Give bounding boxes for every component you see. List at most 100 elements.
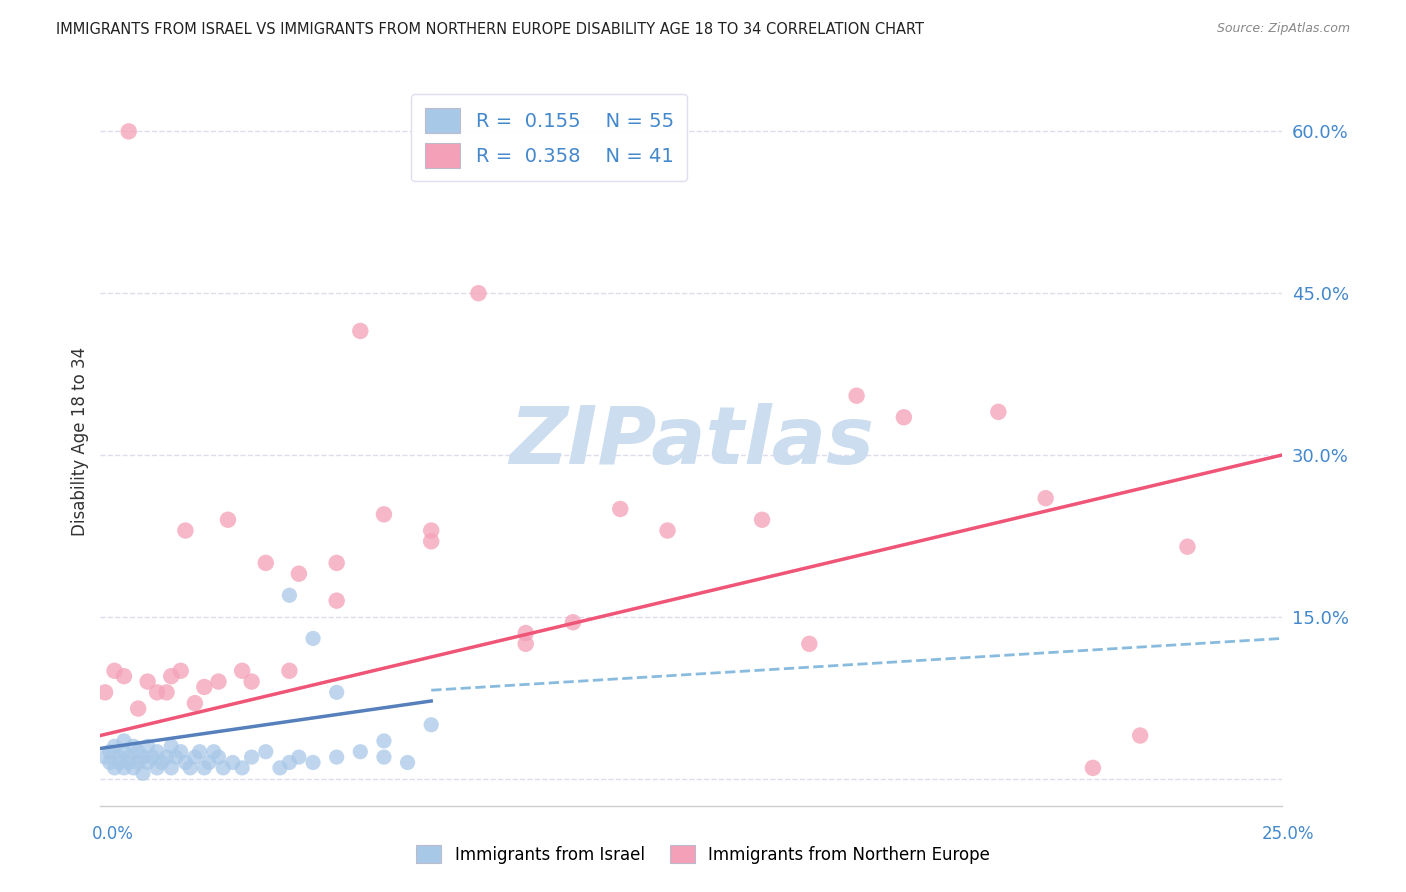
Point — [160, 761, 183, 775]
Point — [103, 739, 125, 754]
Point — [127, 756, 149, 770]
Point — [288, 566, 311, 581]
Point — [657, 524, 679, 538]
Point — [132, 750, 155, 764]
Y-axis label: Disability Age 18 to 34: Disability Age 18 to 34 — [72, 347, 89, 536]
Point — [845, 389, 868, 403]
Point — [302, 756, 325, 770]
Point — [118, 750, 141, 764]
Point — [98, 756, 121, 770]
Point — [122, 761, 145, 775]
Point — [170, 745, 193, 759]
Point — [98, 745, 121, 759]
Point — [146, 685, 169, 699]
Point — [221, 756, 243, 770]
Point — [155, 685, 177, 699]
Point — [174, 756, 197, 770]
Text: ZIPatlas: ZIPatlas — [509, 402, 873, 481]
Point — [94, 685, 117, 699]
Point — [202, 745, 225, 759]
Point — [254, 556, 277, 570]
Point — [325, 685, 347, 699]
Point — [179, 761, 201, 775]
Point — [188, 745, 211, 759]
Point — [112, 669, 135, 683]
Point — [136, 756, 159, 770]
Point — [108, 756, 131, 770]
Legend: R =  0.155    N = 55, R =  0.358    N = 41: R = 0.155 N = 55, R = 0.358 N = 41 — [412, 95, 688, 181]
Point — [302, 632, 325, 646]
Text: IMMIGRANTS FROM ISRAEL VS IMMIGRANTS FROM NORTHERN EUROPE DISABILITY AGE 18 TO 3: IMMIGRANTS FROM ISRAEL VS IMMIGRANTS FRO… — [56, 22, 924, 37]
Point — [136, 674, 159, 689]
Point — [136, 739, 159, 754]
Point — [1081, 761, 1104, 775]
Point — [420, 717, 443, 731]
Point — [515, 626, 537, 640]
Point — [207, 674, 229, 689]
Point — [278, 588, 301, 602]
Point — [515, 637, 537, 651]
Point — [165, 750, 187, 764]
Point — [150, 756, 173, 770]
Point — [122, 739, 145, 754]
Point — [118, 756, 141, 770]
Point — [751, 513, 773, 527]
Point — [231, 664, 253, 678]
Point — [562, 615, 585, 630]
Point — [1177, 540, 1199, 554]
Point — [1129, 729, 1152, 743]
Point — [893, 410, 915, 425]
Point — [132, 766, 155, 780]
Point — [609, 502, 631, 516]
Point — [193, 680, 215, 694]
Point — [127, 745, 149, 759]
Point — [240, 674, 263, 689]
Point — [94, 750, 117, 764]
Point — [141, 750, 163, 764]
Point — [146, 745, 169, 759]
Text: Source: ZipAtlas.com: Source: ZipAtlas.com — [1216, 22, 1350, 36]
Point — [103, 664, 125, 678]
Point — [325, 556, 347, 570]
Point — [103, 761, 125, 775]
Point — [198, 756, 221, 770]
Point — [278, 756, 301, 770]
Point — [155, 750, 177, 764]
Point — [118, 124, 141, 138]
Point — [160, 669, 183, 683]
Point — [373, 508, 395, 522]
Point — [212, 761, 235, 775]
Point — [349, 745, 371, 759]
Point — [112, 734, 135, 748]
Point — [160, 739, 183, 754]
Point — [373, 734, 395, 748]
Point — [373, 750, 395, 764]
Point — [112, 745, 135, 759]
Point — [184, 696, 207, 710]
Point — [231, 761, 253, 775]
Point — [278, 664, 301, 678]
Point — [799, 637, 821, 651]
Point — [240, 750, 263, 764]
Point — [420, 534, 443, 549]
Point — [987, 405, 1010, 419]
Point — [127, 701, 149, 715]
Point — [108, 750, 131, 764]
Point — [420, 524, 443, 538]
Point — [288, 750, 311, 764]
Point — [349, 324, 371, 338]
Point — [184, 750, 207, 764]
Point — [269, 761, 291, 775]
Point — [254, 745, 277, 759]
Point — [1035, 491, 1057, 505]
Point — [325, 750, 347, 764]
Point — [174, 524, 197, 538]
Point — [146, 761, 169, 775]
Text: 0.0%: 0.0% — [91, 825, 134, 843]
Point — [217, 513, 239, 527]
Point — [170, 664, 193, 678]
Point — [193, 761, 215, 775]
Text: 25.0%: 25.0% — [1263, 825, 1315, 843]
Point — [467, 286, 489, 301]
Point — [396, 756, 419, 770]
